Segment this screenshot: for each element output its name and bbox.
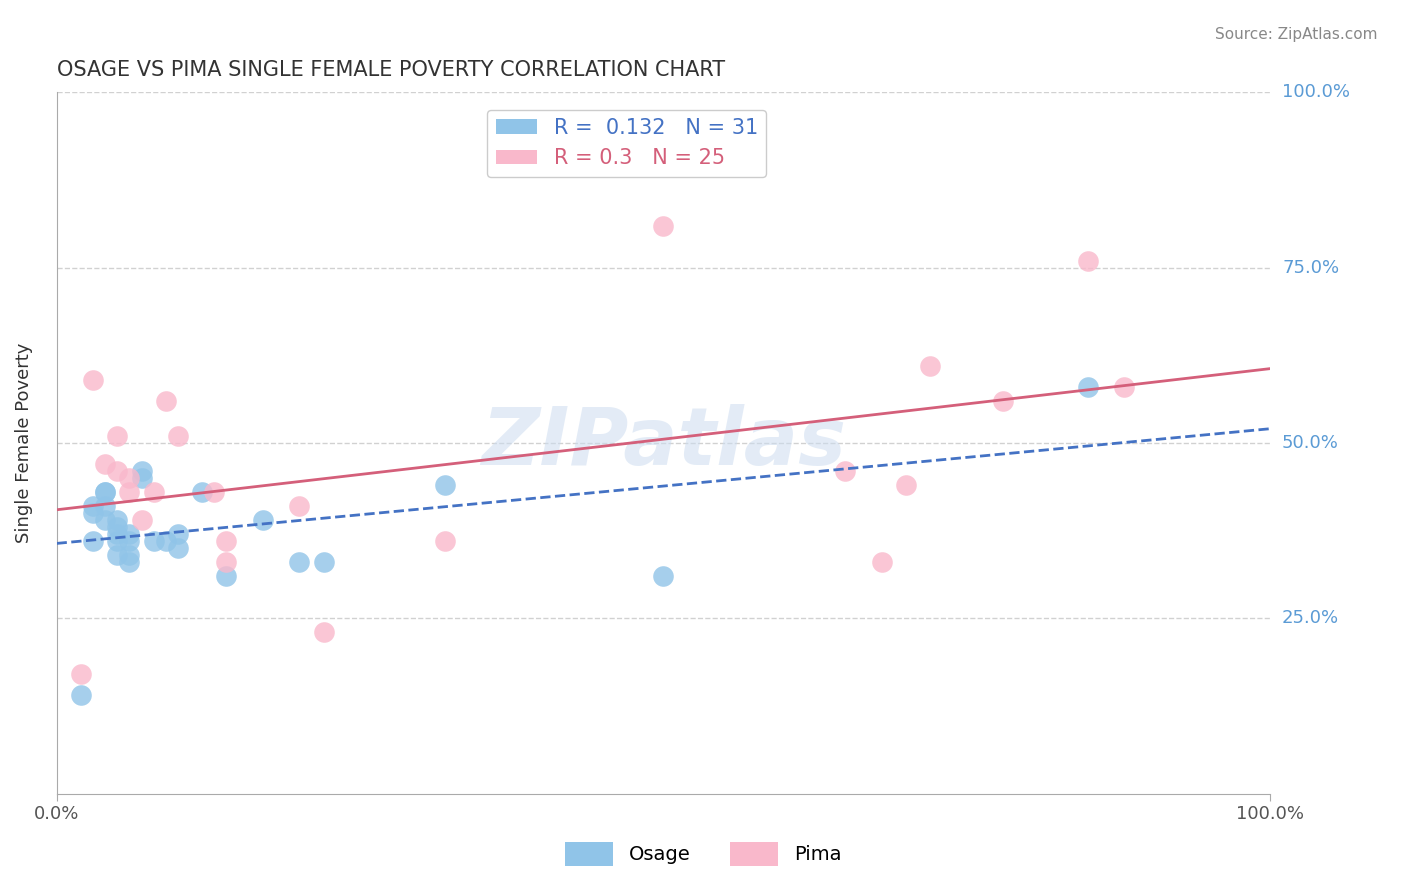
Point <box>894 478 917 492</box>
Point <box>215 555 238 569</box>
Text: Source: ZipAtlas.com: Source: ZipAtlas.com <box>1215 27 1378 42</box>
Y-axis label: Single Female Poverty: Single Female Poverty <box>15 343 32 543</box>
Point <box>82 373 104 387</box>
Point <box>288 499 311 513</box>
Text: ZIPatlas: ZIPatlas <box>481 404 846 482</box>
Point <box>652 219 675 233</box>
Text: OSAGE VS PIMA SINGLE FEMALE POVERTY CORRELATION CHART: OSAGE VS PIMA SINGLE FEMALE POVERTY CORR… <box>56 60 724 79</box>
Point <box>94 457 117 471</box>
Point <box>82 499 104 513</box>
Point <box>834 464 856 478</box>
Point <box>118 548 141 562</box>
Point <box>142 534 165 549</box>
Point <box>131 471 153 485</box>
Point <box>920 359 942 373</box>
Point <box>167 527 190 541</box>
Point <box>991 393 1014 408</box>
Text: 75.0%: 75.0% <box>1282 259 1339 277</box>
Text: 50.0%: 50.0% <box>1282 434 1339 452</box>
Point <box>167 429 190 443</box>
Point <box>155 534 177 549</box>
Point <box>105 429 128 443</box>
Point <box>94 513 117 527</box>
Point <box>70 689 93 703</box>
Point <box>167 541 190 556</box>
Point <box>288 555 311 569</box>
Point <box>105 548 128 562</box>
Point <box>94 485 117 500</box>
Point <box>131 464 153 478</box>
Text: 25.0%: 25.0% <box>1282 609 1339 627</box>
Legend: Osage, Pima: Osage, Pima <box>557 834 849 873</box>
Point <box>94 499 117 513</box>
Point <box>131 513 153 527</box>
Point <box>118 485 141 500</box>
Point <box>433 478 456 492</box>
Point <box>312 555 335 569</box>
Point <box>870 555 893 569</box>
Point <box>118 471 141 485</box>
Point <box>105 527 128 541</box>
Point <box>155 393 177 408</box>
Point <box>215 534 238 549</box>
Point <box>82 534 104 549</box>
Point <box>105 513 128 527</box>
Legend: R =  0.132   N = 31, R = 0.3   N = 25: R = 0.132 N = 31, R = 0.3 N = 25 <box>488 110 766 177</box>
Point <box>70 667 93 681</box>
Point <box>142 485 165 500</box>
Point <box>1114 380 1136 394</box>
Point <box>202 485 225 500</box>
Point <box>652 569 675 583</box>
Point <box>433 534 456 549</box>
Point <box>105 464 128 478</box>
Point <box>82 506 104 520</box>
Text: 100.0%: 100.0% <box>1282 83 1350 102</box>
Point <box>191 485 214 500</box>
Point <box>118 534 141 549</box>
Point <box>1077 380 1099 394</box>
Point <box>118 527 141 541</box>
Point <box>105 534 128 549</box>
Point <box>105 520 128 534</box>
Point <box>312 625 335 640</box>
Point <box>94 485 117 500</box>
Point <box>118 555 141 569</box>
Point <box>215 569 238 583</box>
Point <box>252 513 274 527</box>
Point <box>1077 253 1099 268</box>
